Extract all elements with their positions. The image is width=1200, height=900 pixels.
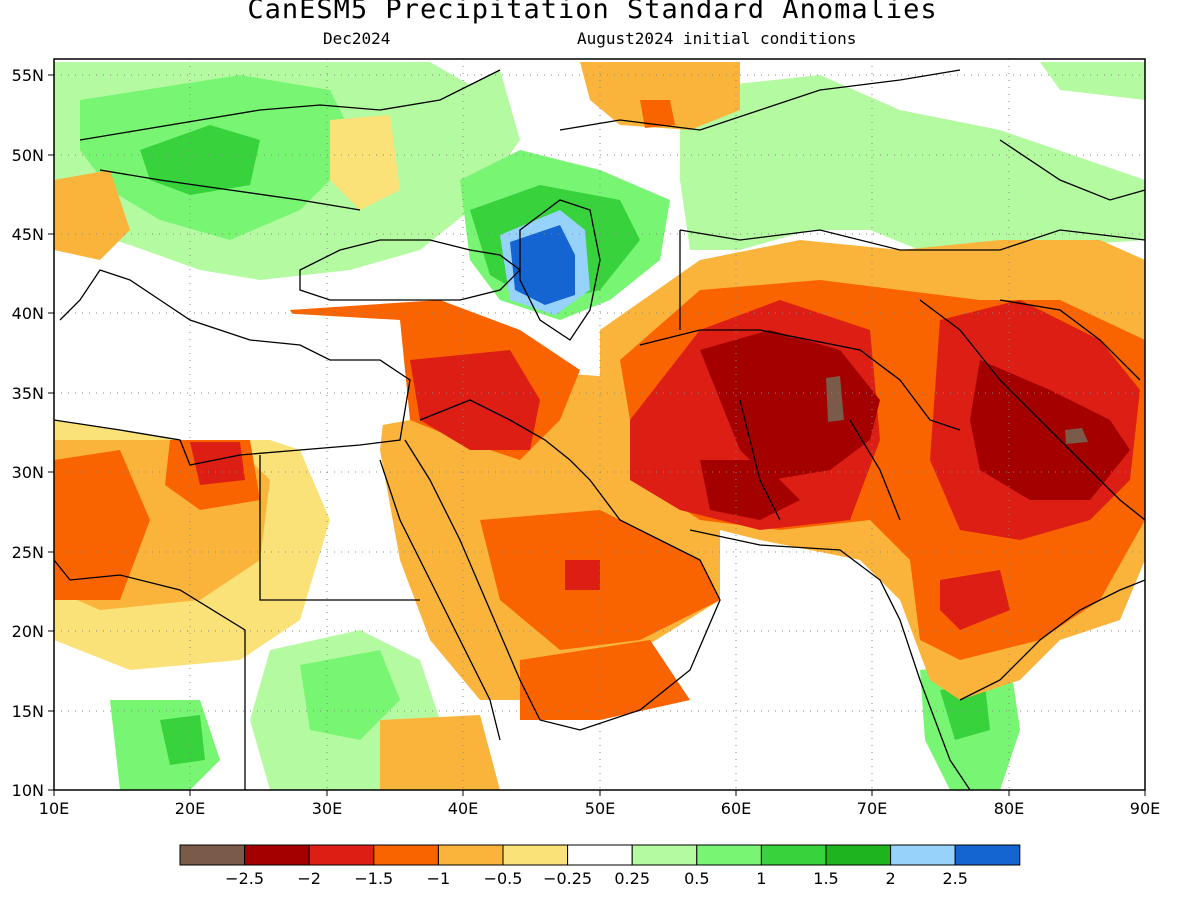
colorbar-swatch [308,844,375,866]
colorbar-label: 2.5 [942,869,967,888]
lat-tick-label: 15N [12,702,44,721]
colorbar-label: −2 [297,869,321,888]
dry-region-libya-15 [190,442,245,485]
wet-region-south-india-15 [940,685,990,740]
colorbar-swatch [244,844,310,866]
colorbar-swatch [179,844,246,866]
wet-region-sahel-1 [300,650,400,740]
lat-tick-label: 20N [12,622,44,641]
dry-region-africa-1 [54,450,150,600]
colorbar: −2.5 −2 −1.5 −1 −0.5 −0.25 0.25 0.5 1 1.5 2 2.5 [179,844,1021,888]
colorbar-swatch [760,844,827,866]
colorbar-label: −0.5 [484,869,523,888]
colorbar-swatch [373,844,439,866]
colorbar-label: 1 [756,869,766,888]
colorbar-swatch [825,844,892,866]
lat-tick-label: 10N [12,781,44,800]
lon-tick-label: 20E [175,799,205,818]
lon-tick-label: 40E [448,799,478,818]
colorbar-label: 0.25 [614,869,650,888]
forecast-month: Dec2024 [323,29,391,48]
colorbar-label: −0.25 [543,869,592,888]
dry-region-tibet-25 [1065,428,1088,444]
lon-tick-label: 30E [312,799,342,818]
colorbar-swatch [502,844,569,866]
colorbar-label: 2 [886,869,896,888]
coastlines [53,69,1146,791]
lat-tick-label: 25N [12,543,44,562]
dry-region-pakistan-2 [700,460,800,520]
wet-region-mongolia [1040,62,1145,100]
dry-region-yemen [520,640,690,720]
lon-tick-label: 10E [39,799,69,818]
chart-title: CanESM5 Precipitation Standard Anomalies [247,0,938,25]
dry-region-russia-1 [640,100,675,128]
lon-tick-label: 80E [994,799,1024,818]
lon-tick-label: 50E [585,799,615,818]
colorbar-swatch [437,844,504,866]
colorbar-swatch [890,844,956,866]
lat-tick-label: 45N [12,225,44,244]
dry-region-russia [580,62,740,130]
wet-region-caspian-25 [510,225,575,305]
wet-region-africa-west [110,700,220,790]
lat-tick-label: 30N [12,463,44,482]
lat-tick-label: 40N [12,304,44,323]
gridlines [54,59,1145,790]
colorbar-label: −1 [427,869,451,888]
dry-region-india-15 [940,570,1010,630]
dry-region-arabia-15 [565,560,600,590]
wet-region-central-asia [680,75,1145,250]
tick-marks [48,74,1146,796]
dry-region-east-europe [330,115,400,210]
colorbar-label: −2.5 [225,869,264,888]
dry-region-afghan-25 [826,376,844,422]
dry-region-mesopotamia [410,350,540,450]
colorbar-swatch [954,844,1021,866]
lon-tick-label: 60E [721,799,751,818]
lat-tick-label: 35N [12,384,44,403]
wet-region-europe-15 [140,125,260,195]
lon-tick-label: 90E [1130,799,1160,818]
colorbar-label: 1.5 [813,869,838,888]
colorbar-label: 0.5 [684,869,709,888]
colorbar-swatch [631,844,698,866]
lat-tick-label: 55N [12,66,44,85]
dry-region-east-africa [380,715,500,790]
white-mediterranean [54,300,410,440]
colorbar-swatch [567,844,633,866]
colorbar-label: −1.5 [354,869,393,888]
lat-tick-label: 50N [12,146,44,165]
initial-conditions: August2024 initial conditions [577,29,857,48]
lon-tick-label: 70E [857,799,887,818]
colorbar-swatch [696,844,762,866]
dry-region-balkans [54,170,130,260]
dry-region-iran-2 [700,330,880,480]
wet-region-africa-west-15 [160,715,205,765]
